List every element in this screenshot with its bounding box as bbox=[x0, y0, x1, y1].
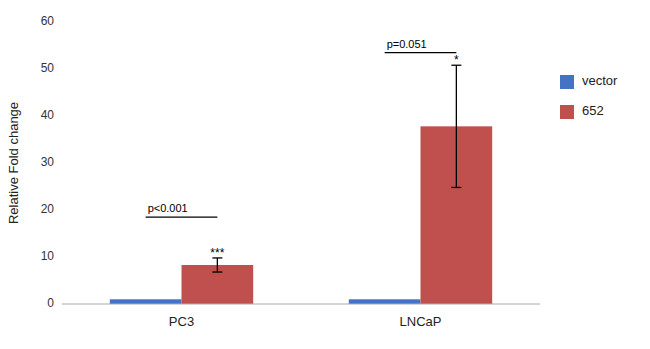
p-value-label: p=0.051 bbox=[387, 38, 427, 50]
bar bbox=[349, 299, 421, 304]
error-line bbox=[217, 258, 218, 272]
error-bar bbox=[212, 258, 222, 272]
y-tick-label: 40 bbox=[41, 108, 55, 122]
legend: vector 652 bbox=[560, 73, 618, 119]
annotations: p<0.001 *** p=0.051 * bbox=[146, 38, 459, 260]
bar bbox=[110, 299, 182, 304]
error-cap bbox=[451, 187, 461, 188]
legend-swatch bbox=[560, 105, 574, 119]
y-axis: 0 10 20 30 40 50 60 bbox=[41, 14, 55, 310]
y-tick-label: 30 bbox=[41, 155, 55, 169]
significance-label: * bbox=[454, 53, 459, 67]
significance-bracket bbox=[385, 52, 457, 53]
significance-bracket bbox=[146, 216, 218, 217]
y-tick-label: 0 bbox=[47, 296, 54, 310]
significance-label: *** bbox=[210, 246, 224, 260]
p-value-label: p<0.001 bbox=[148, 202, 188, 214]
error-line bbox=[456, 65, 457, 187]
y-tick-label: 60 bbox=[41, 14, 55, 28]
error-cap bbox=[212, 271, 222, 272]
legend-label: 652 bbox=[582, 103, 604, 118]
chart: 0 10 20 30 40 50 60 Relative Fold change PC3 LNCa… bbox=[0, 0, 650, 349]
error-bar bbox=[451, 65, 461, 187]
plot-area bbox=[110, 65, 492, 304]
y-tick-label: 20 bbox=[41, 202, 55, 216]
x-tick-label: PC3 bbox=[169, 314, 194, 329]
legend-label: vector bbox=[582, 73, 618, 88]
y-axis-label: Relative Fold change bbox=[6, 102, 21, 224]
x-tick-label: LNCaP bbox=[400, 314, 442, 329]
x-axis-line bbox=[62, 304, 540, 305]
legend-swatch bbox=[560, 75, 574, 89]
y-tick-label: 50 bbox=[41, 61, 55, 75]
y-tick-label: 10 bbox=[41, 249, 55, 263]
